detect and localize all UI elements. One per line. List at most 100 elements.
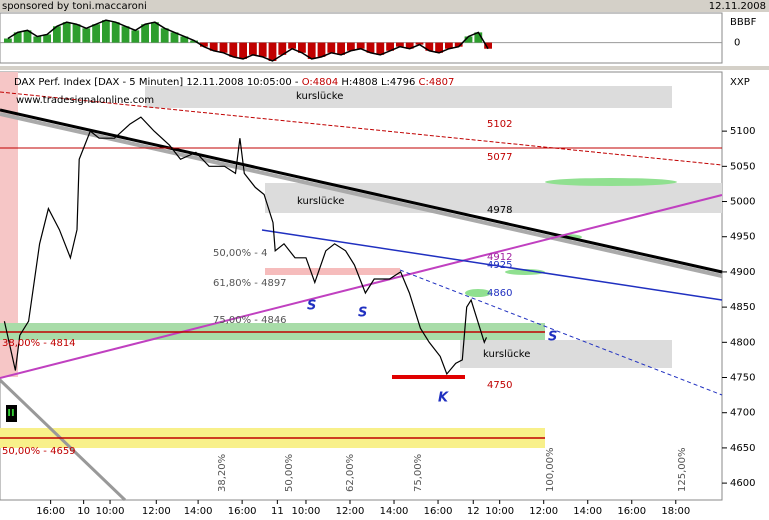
osc-bar [131,30,140,43]
x-tick-label: 16:00 [617,506,646,517]
top-bar [0,0,769,12]
fib-label: 100,00% [545,448,556,493]
osc-bar [396,42,404,47]
separator [0,66,769,70]
osc-bar [278,42,287,55]
osc-bar [62,22,71,43]
osc-bar [317,42,326,57]
annotation: 5102 [487,119,512,130]
osc-bar [102,20,110,43]
osc-bar [307,42,316,59]
osc-bar [170,32,179,43]
x-tick-label: 12:00 [142,506,171,517]
x-tick-label: 16:00 [36,506,65,517]
osc-bar [53,26,61,43]
annotation: 50,00% - 4 [213,248,267,259]
osc-bar [258,42,267,57]
y-tick-label: 4950 [730,232,755,243]
annotation: 38,00% - 4814 [2,338,76,349]
annotation: S [548,330,557,345]
osc-bar [229,42,238,57]
osc-bar [288,42,296,49]
symbol: XXP [730,77,750,88]
annotation: 75,00% - 4846 [213,315,287,326]
x-tick-label: 10:00 [96,506,125,517]
osc-bar [72,24,81,43]
x-tick-label: 11 [271,506,284,517]
osc-bar [82,28,91,43]
osc-bar [141,24,149,43]
quote: H:4808 [341,77,377,88]
trendline [399,269,723,396]
osc-bar [337,42,345,55]
osc-bar [327,42,336,53]
x-tick-label: 12:00 [336,506,365,517]
y-tick-label: 5000 [730,197,755,208]
icon-text: II [7,408,14,419]
fib-label: 50,00% [284,454,295,492]
fib-label: 125,00% [677,448,688,493]
osc-bar [454,42,463,47]
osc-bar [435,42,443,53]
osc-bar [33,36,42,43]
osc-bar [249,42,257,55]
annotation: 4860 [487,288,512,299]
y-tick-label: 4600 [730,478,755,489]
x-tick-label: 10:00 [292,506,321,517]
fib-zone [265,268,400,275]
annotation: 4912 [487,252,512,263]
gap-box [460,340,672,368]
x-tick-label: 14:00 [380,506,409,517]
annotation: kurslücke [296,91,343,102]
x-tick-label: 10 [77,506,90,517]
osc-bar [464,36,473,43]
osc-bar [209,42,218,51]
y-tick-label: 4800 [730,337,755,348]
x-tick-label: 14:00 [184,506,213,517]
osc-bar [160,28,169,43]
trendline [0,194,723,379]
x-tick-label: 16:00 [228,506,257,517]
annotation: S [307,299,316,314]
x-tick-label: 14:00 [573,506,602,517]
y-tick-label: 5050 [730,161,755,172]
source: www.tradesignalonline.com [16,95,154,106]
annotation: kurslücke [297,196,344,207]
osc-bar [405,42,414,49]
osc-bar [180,36,189,43]
trendline [0,91,723,166]
gap-box [145,86,672,108]
fib-label: 38,20% [217,454,228,492]
quote: O:4804 [302,77,339,88]
quote: L:4796 [381,77,415,88]
x-tick-label: 12:00 [529,506,558,517]
y-tick-label: 4900 [730,267,755,278]
osc-bar [366,42,375,53]
y-tick-label: 0 [734,38,740,49]
annotation: 4750 [487,380,512,391]
x-tick-label: 18:00 [661,506,690,517]
title: DAX Perf. Index [DAX - 5 Minuten] 12.11.… [14,77,299,88]
annotation: 4978 [487,205,512,216]
osc-bar [239,42,247,59]
osc-bar [425,42,434,51]
trendline [0,378,127,502]
annotation: 4925 [487,260,512,271]
green-mark [465,289,491,297]
osc-bar [121,26,130,43]
x-tick-label: 12 [467,506,480,517]
osc-bar [219,42,228,53]
trendline [261,229,723,301]
osc-bar [474,32,483,43]
y-tick-label: 4750 [730,373,755,384]
quote: C:4807 [419,77,455,88]
y-tick-label: 5100 [730,126,755,137]
annotation: K [438,391,449,406]
osc-line [7,19,489,62]
annotation: kurslücke [483,349,530,360]
oscillator-panel [0,12,723,64]
osc-bar [190,40,198,43]
osc-bar [4,38,12,43]
trendline [0,108,723,274]
